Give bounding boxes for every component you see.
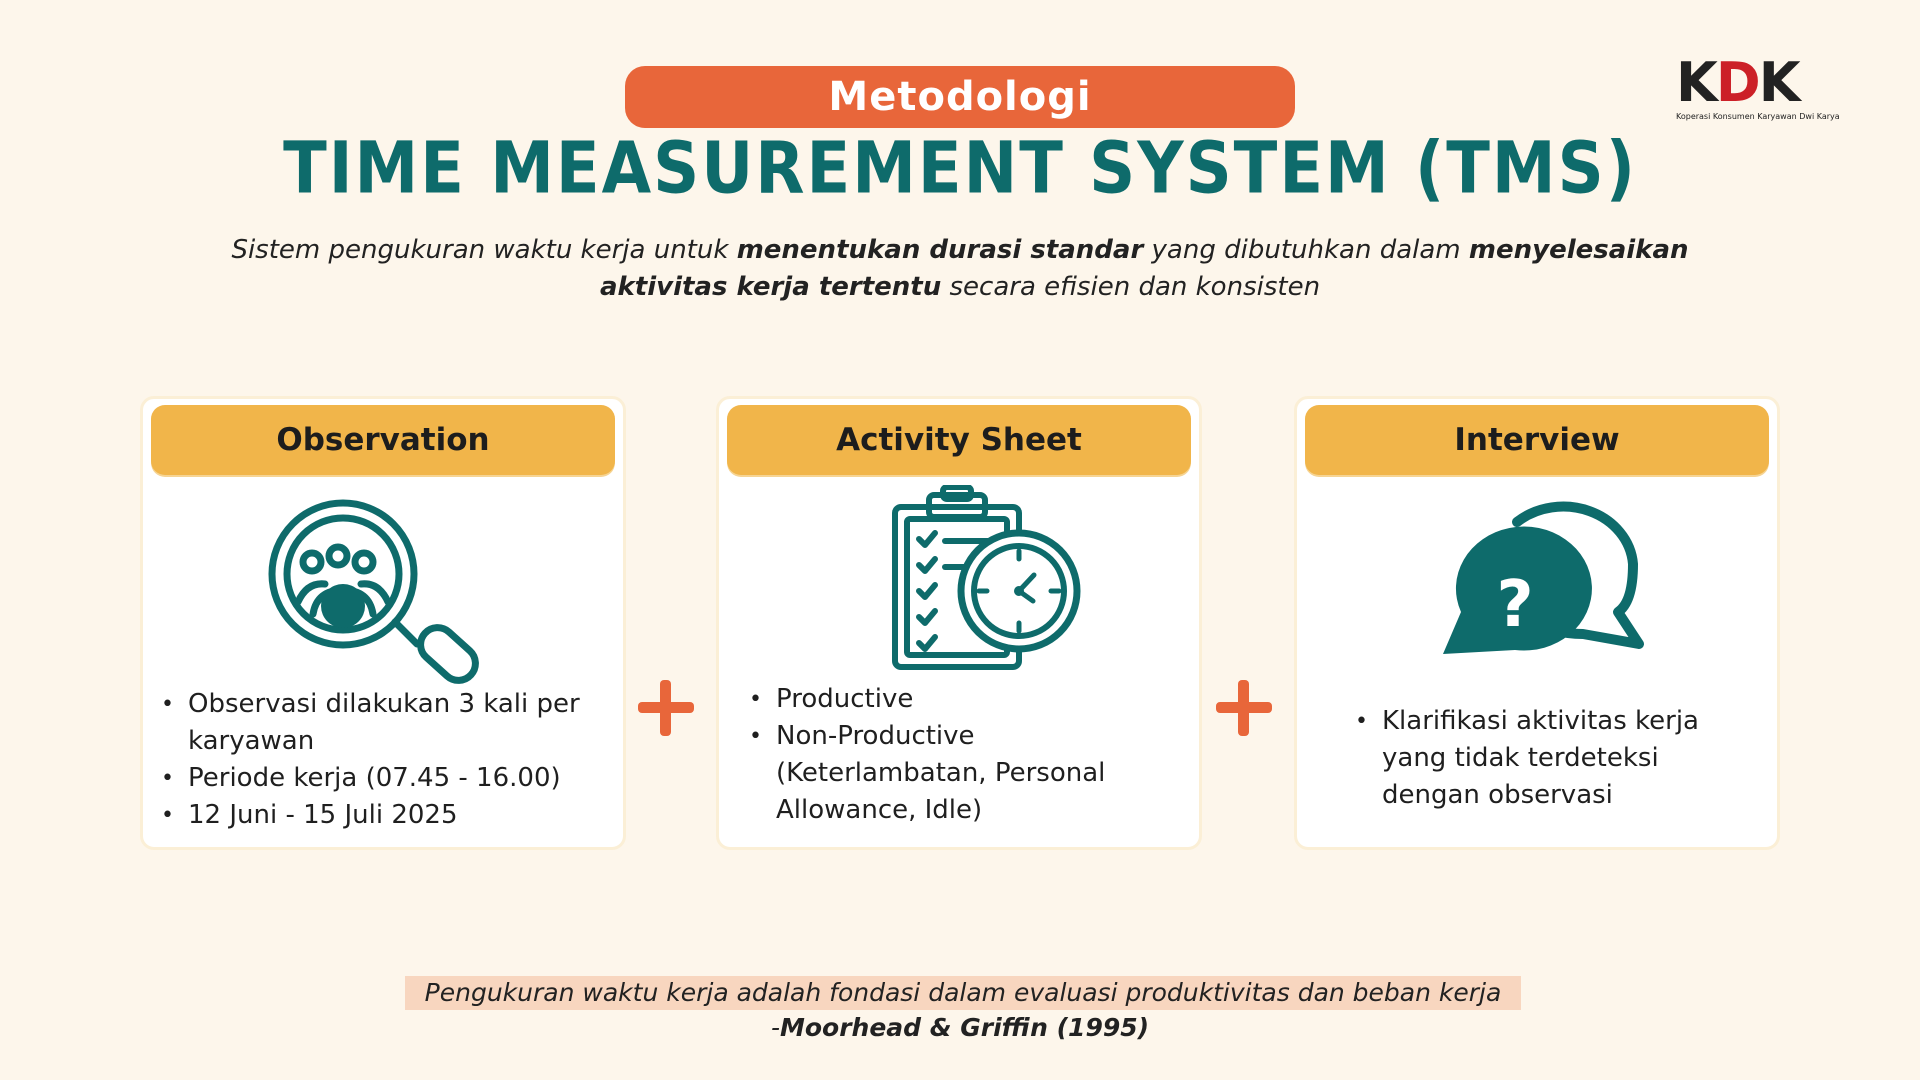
description-text-1: Sistem pengukuran waktu kerja untuk: [231, 235, 737, 265]
quote-author-name: Moorhead & Griffin (1995): [779, 1013, 1150, 1042]
list-item: Productive: [749, 681, 1169, 718]
description: Sistem pengukuran waktu kerja untuk mene…: [200, 232, 1720, 306]
card-title-activity-sheet: Activity Sheet: [727, 405, 1191, 475]
logo-letter-k1: K: [1676, 51, 1718, 114]
card-title-observation: Observation: [151, 405, 615, 475]
logo-letter-k2: K: [1758, 51, 1801, 114]
kdk-logo: K D K Koperasi Konsumen Karyawan Dwi Kar…: [1676, 51, 1856, 122]
activity-sheet-bullets: Productive Non-Productive (Keterlambatan…: [749, 681, 1169, 829]
interview-bullets: Klarifikasi aktivitas kerja yang tidak t…: [1355, 703, 1755, 814]
svg-text:?: ?: [1496, 568, 1533, 642]
plus-icon: [1214, 678, 1274, 738]
description-text-3: secara efisien dan konsisten: [941, 272, 1321, 302]
observation-bullets: Observasi dilakukan 3 kali per karyawan …: [161, 686, 601, 834]
list-item: Periode kerja (07.45 - 16.00): [161, 760, 601, 797]
clipboard-clock-icon: [892, 485, 1081, 670]
list-item: 12 Juni - 15 Juli 2025: [161, 797, 601, 834]
page-title: TIME MEASUREMENT SYSTEM (TMS): [283, 127, 1637, 211]
card-observation: Observation Observasi dilakukan 3 kali p…: [140, 396, 626, 850]
list-item: Klarifikasi aktivitas kerja yang tidak t…: [1355, 703, 1755, 814]
methodology-tag: Metodologi: [625, 66, 1295, 128]
card-activity-sheet: Activity Sheet Productive Non-Productive…: [716, 396, 1202, 850]
quote-author: -Moorhead & Griffin (1995): [0, 1013, 1920, 1042]
magnifier-people-icon: [268, 499, 479, 684]
chat-question-icon: ?: [1443, 501, 1644, 654]
list-item: Observasi dilakukan 3 kali per karyawan: [161, 686, 601, 760]
list-item: Non-Productive (Keterlambatan, Personal …: [749, 718, 1169, 829]
quote-dash: -: [770, 1013, 780, 1042]
description-bold-1: menentukan durasi standar: [736, 235, 1144, 265]
quote-text: Pengukuran waktu kerja adalah fondasi da…: [405, 976, 1521, 1010]
logo-letters: K D K: [1676, 51, 1856, 114]
plus-icon: [636, 678, 696, 738]
card-interview: Interview ? Klarifikasi aktivitas kerja …: [1294, 396, 1780, 850]
card-title-interview: Interview: [1305, 405, 1769, 475]
logo-letter-d: D: [1715, 51, 1761, 114]
description-bold-2: menyelesaikan aktivitas kerja tertentu: [599, 235, 1689, 302]
logo-subtitle: Koperasi Konsumen Karyawan Dwi Karya: [1676, 112, 1840, 121]
description-text-2: yang dibutuhkan dalam: [1143, 235, 1469, 265]
